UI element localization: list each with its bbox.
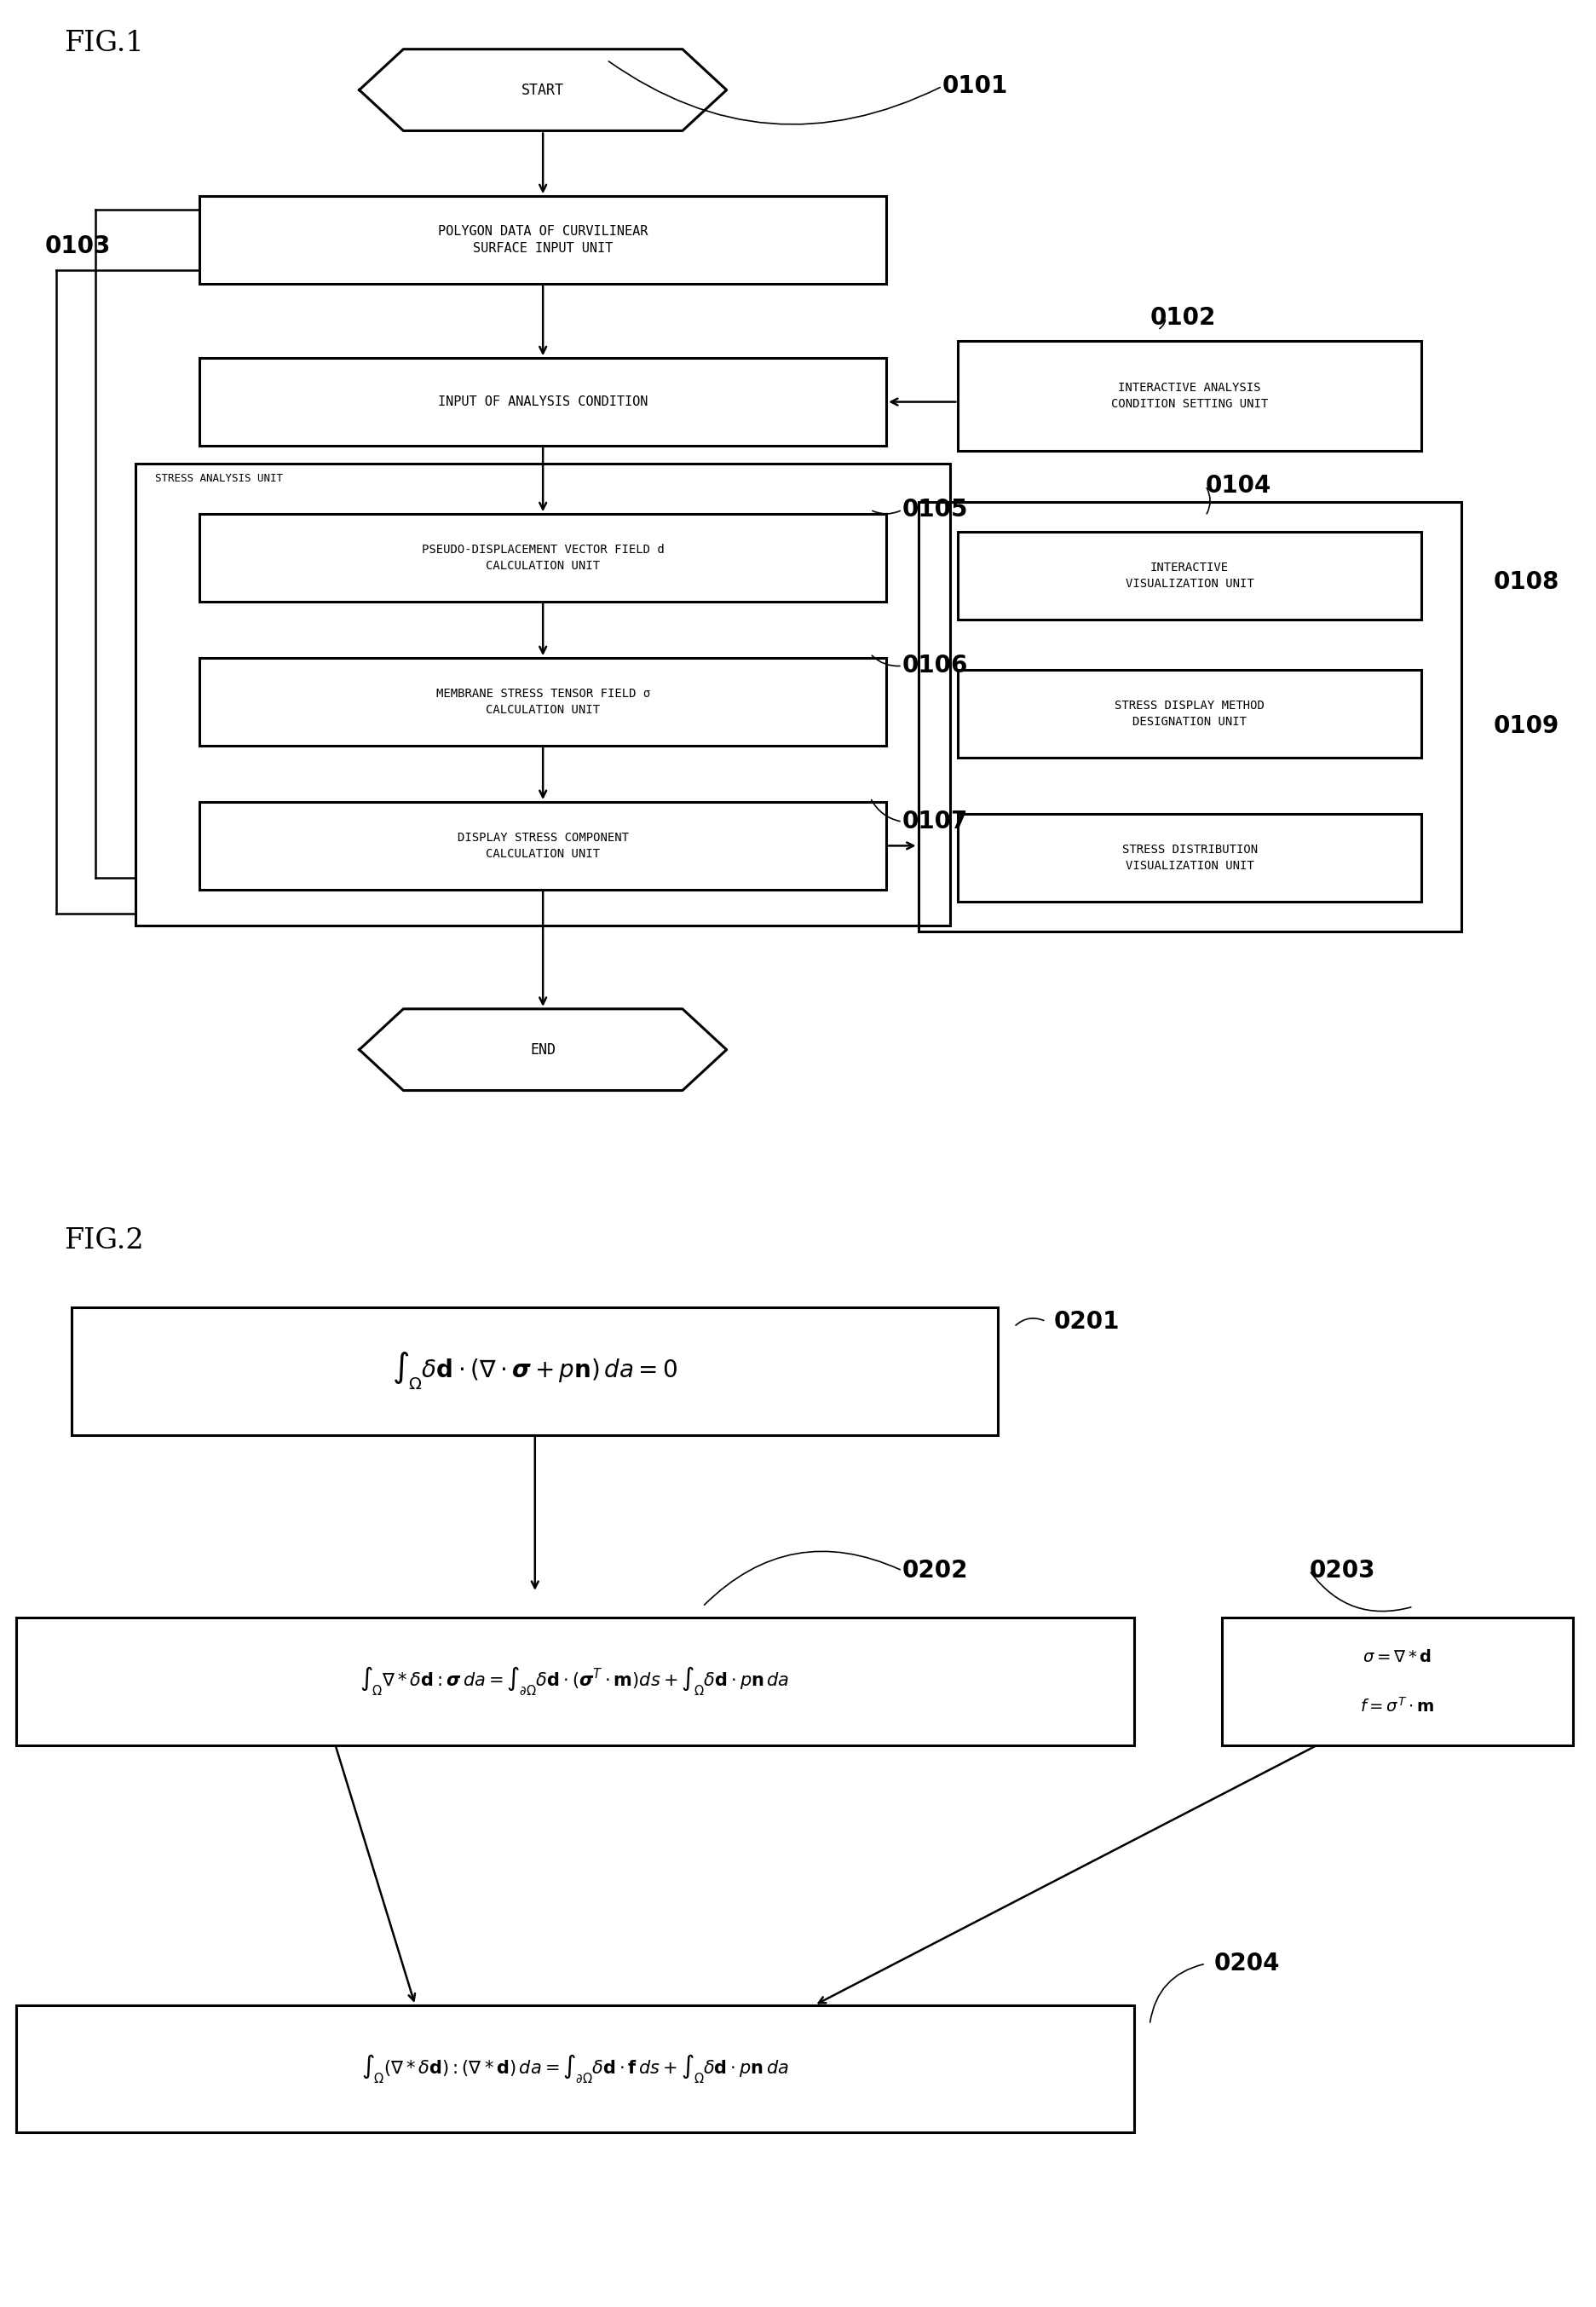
Text: INTERACTIVE
VISUALIZATION UNIT: INTERACTIVE VISUALIZATION UNIT: [1125, 563, 1253, 591]
Text: 0202: 0202: [902, 1560, 967, 1583]
Text: $\int_{\Omega} (\nabla * \delta\mathbf{d}) : (\nabla * \mathbf{d})\, da = \int_{: $\int_{\Omega} (\nabla * \delta\mathbf{d…: [361, 2053, 788, 2086]
Text: 0103: 0103: [45, 233, 110, 258]
Bar: [918, 503, 1460, 932]
Text: MEMBRANE STRESS TENSOR FIELD σ
CALCULATION UNIT: MEMBRANE STRESS TENSOR FIELD σ CALCULATI…: [436, 687, 650, 715]
Bar: [958, 669, 1420, 757]
Bar: [72, 1308, 998, 1435]
Text: STRESS ANALYSIS UNIT: STRESS ANALYSIS UNIT: [155, 473, 282, 484]
Text: $\int_{\Omega} \delta\mathbf{d} \cdot (\nabla \cdot \boldsymbol{\sigma} + p\math: $\int_{\Omega} \delta\mathbf{d} \cdot (\…: [393, 1350, 677, 1391]
Text: 0104: 0104: [1205, 473, 1270, 498]
Text: 0106: 0106: [902, 653, 967, 678]
Bar: [1221, 1617, 1572, 1744]
Text: 0105: 0105: [902, 498, 967, 521]
Bar: [16, 2005, 1133, 2132]
Text: DISPLAY STRESS COMPONENT
CALCULATION UNIT: DISPLAY STRESS COMPONENT CALCULATION UNI…: [456, 833, 629, 861]
Polygon shape: [359, 48, 726, 131]
Text: 0203: 0203: [1309, 1560, 1374, 1583]
Bar: [200, 358, 886, 445]
Text: 0108: 0108: [1492, 570, 1558, 593]
Text: $\sigma = \nabla * \mathbf{d}$: $\sigma = \nabla * \mathbf{d}$: [1361, 1650, 1432, 1666]
Text: START: START: [522, 83, 563, 97]
Text: 0201: 0201: [1053, 1310, 1119, 1333]
Bar: [958, 814, 1420, 902]
Text: PSEUDO-DISPLACEMENT VECTOR FIELD d
CALCULATION UNIT: PSEUDO-DISPLACEMENT VECTOR FIELD d CALCU…: [421, 544, 664, 572]
Bar: [200, 803, 886, 891]
Text: FIG.2: FIG.2: [64, 1227, 144, 1255]
Bar: [200, 196, 886, 284]
Text: END: END: [530, 1043, 555, 1057]
Text: 0101: 0101: [942, 74, 1007, 99]
Text: STRESS DISPLAY METHOD
DESIGNATION UNIT: STRESS DISPLAY METHOD DESIGNATION UNIT: [1114, 699, 1264, 727]
Bar: [200, 657, 886, 745]
Text: $f = \sigma^T \cdot \mathbf{m}$: $f = \sigma^T \cdot \mathbf{m}$: [1360, 1696, 1433, 1714]
Bar: [958, 341, 1420, 452]
Text: INTERACTIVE ANALYSIS
CONDITION SETTING UNIT: INTERACTIVE ANALYSIS CONDITION SETTING U…: [1111, 383, 1267, 411]
Text: 0107: 0107: [902, 810, 967, 833]
Polygon shape: [359, 1008, 726, 1091]
Text: 0102: 0102: [1149, 307, 1215, 330]
Text: 0109: 0109: [1492, 713, 1558, 738]
Bar: [136, 464, 950, 925]
Text: FIG.1: FIG.1: [64, 30, 144, 58]
Bar: [958, 533, 1420, 621]
Text: POLYGON DATA OF CURVILINEAR
SURFACE INPUT UNIT: POLYGON DATA OF CURVILINEAR SURFACE INPU…: [437, 226, 648, 254]
Text: 0204: 0204: [1213, 1952, 1278, 1975]
Text: STRESS DISTRIBUTION
VISUALIZATION UNIT: STRESS DISTRIBUTION VISUALIZATION UNIT: [1122, 844, 1256, 872]
Text: $\int_{\Omega} \nabla * \delta\mathbf{d} : \boldsymbol{\sigma}\, da = \int_{\par: $\int_{\Omega} \nabla * \delta\mathbf{d}…: [359, 1666, 790, 1698]
Bar: [200, 514, 886, 602]
Text: INPUT OF ANALYSIS CONDITION: INPUT OF ANALYSIS CONDITION: [437, 394, 648, 408]
Bar: [16, 1617, 1133, 1744]
